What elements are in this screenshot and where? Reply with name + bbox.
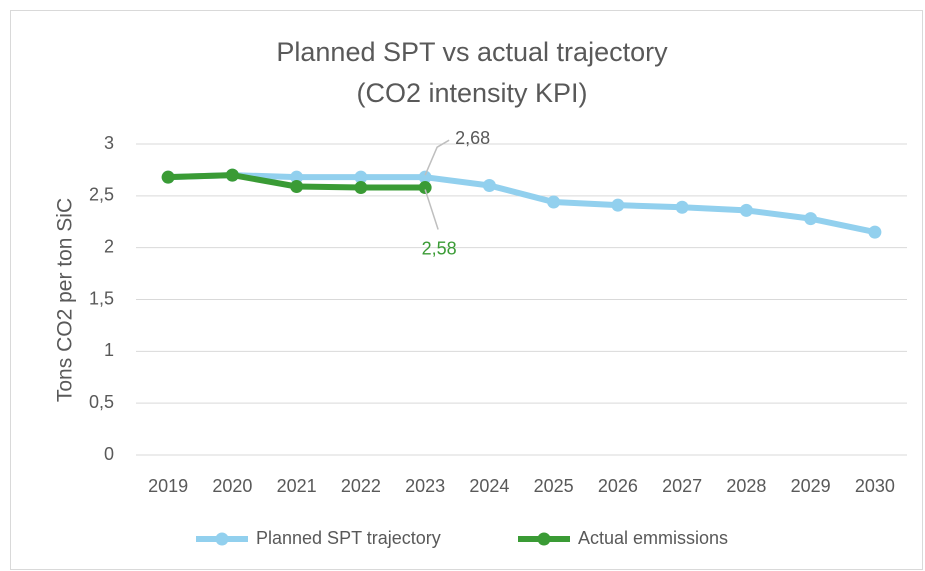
y-tick-label: 2,5: [89, 185, 114, 205]
chart-border: [10, 10, 923, 570]
data-label: 2,68: [455, 128, 490, 148]
data-point: [611, 198, 625, 212]
data-point: [482, 178, 496, 192]
data-point: [290, 180, 304, 194]
x-tick-label: 2027: [662, 476, 702, 496]
data-point: [418, 170, 432, 184]
x-tick-label: 2023: [405, 476, 445, 496]
x-tick-label: 2020: [212, 476, 252, 496]
legend-label: Planned SPT trajectory: [256, 528, 441, 548]
data-point: [354, 181, 368, 195]
leader-line: [424, 139, 450, 176]
x-tick-label: 2026: [598, 476, 638, 496]
data-point: [675, 200, 689, 214]
data-point: [161, 170, 175, 184]
x-tick-label: 2025: [534, 476, 574, 496]
chart-subtitle: (CO2 intensity KPI): [356, 78, 587, 108]
chart-title: Planned SPT vs actual trajectory: [276, 37, 668, 67]
data-point: [547, 195, 561, 209]
x-tick-label: 2024: [469, 476, 509, 496]
legend-marker: [537, 532, 551, 546]
x-tick-label: 2022: [341, 476, 381, 496]
data-point: [290, 170, 304, 184]
data-point: [225, 168, 239, 182]
x-tick-label: 2030: [855, 476, 895, 496]
data-point: [354, 170, 368, 184]
legend-marker: [215, 532, 229, 546]
data-point: [804, 212, 818, 226]
y-tick-label: 3: [104, 133, 114, 153]
leader-line: [424, 189, 439, 230]
data-point: [418, 181, 432, 195]
data-point: [868, 225, 882, 239]
x-tick-label: 2021: [277, 476, 317, 496]
y-axis-label: Tons CO2 per ton SiC: [54, 198, 77, 402]
legend-label: Actual emmissions: [578, 528, 728, 548]
y-tick-label: 2: [104, 236, 114, 256]
data-label: 2,58: [422, 238, 457, 258]
y-tick-label: 1,5: [89, 288, 114, 308]
x-tick-label: 2019: [148, 476, 188, 496]
data-point: [739, 203, 753, 217]
x-tick-label: 2028: [726, 476, 766, 496]
x-tick-label: 2029: [791, 476, 831, 496]
series-line: [168, 172, 876, 236]
y-tick-label: 0,5: [89, 392, 114, 412]
y-tick-label: 1: [104, 340, 114, 360]
y-tick-label: 0: [104, 444, 114, 464]
